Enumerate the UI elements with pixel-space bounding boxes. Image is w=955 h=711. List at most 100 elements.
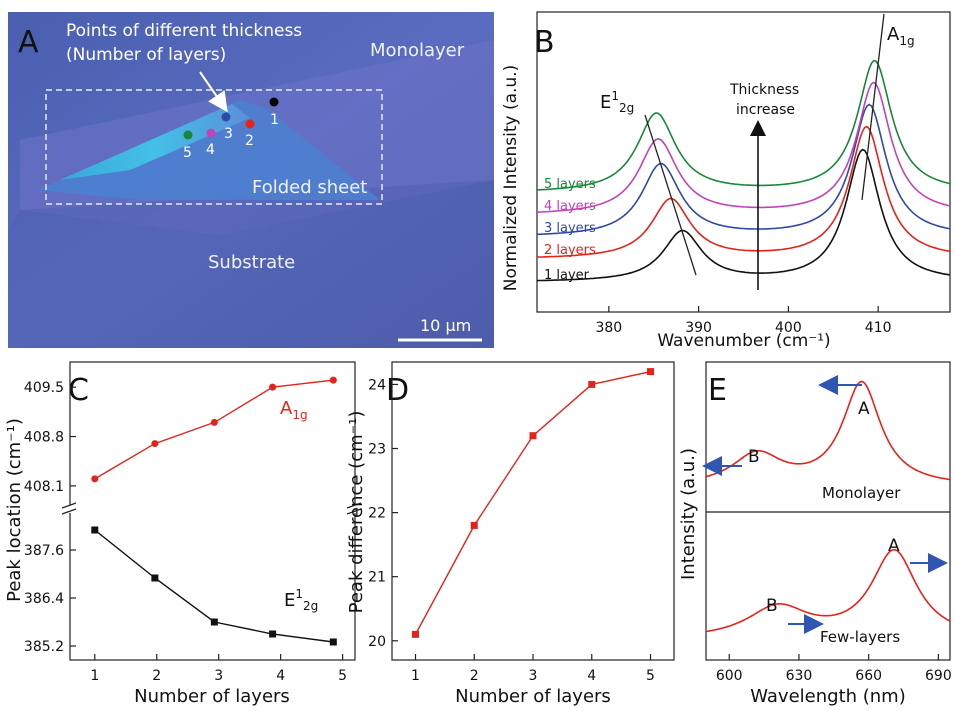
point-2-label: 2 [245, 133, 254, 149]
few-peak-b-label: B [766, 596, 778, 616]
point-4-label: 4 [206, 142, 215, 158]
panel-b-frame [536, 11, 951, 313]
panel-b-xlabel: Wavenumber (cm⁻¹) [657, 331, 830, 351]
e12g-series-label: E12g [284, 587, 318, 613]
panel-b-curves [536, 59, 951, 282]
panel-b: B 380 390 400 410 1 layer 2 layers 3 layers 4 … [501, 11, 951, 351]
point-1-label: 1 [270, 112, 279, 128]
pl-curve-1 [705, 380, 951, 481]
panel-e-curves [705, 380, 951, 633]
panel-d-ytick-label: 21 [368, 570, 386, 586]
spectrum-line-3 [536, 103, 951, 236]
panel-d-ylabel: Peak difference (cm⁻¹) [346, 411, 367, 614]
panel-c-ytick-label: 386.4 [24, 591, 64, 607]
spectrum-line-4 [536, 81, 951, 213]
panel-d-xlabel: Number of layers [455, 686, 611, 707]
thickness-label-1: Thickness [729, 82, 799, 98]
mono-peak-a-label: A [858, 399, 870, 419]
panel-c-ytick-label: 385.2 [24, 639, 64, 655]
series-label-5: 5 layers [544, 177, 596, 192]
panel-d-point [588, 380, 596, 388]
panel-c-ytick-label: 408.8 [24, 430, 64, 446]
panel-d-letter: D [386, 373, 409, 408]
panel-e-xtick-label: 600 [716, 668, 743, 684]
panel-d-point [647, 368, 654, 376]
panel-c-point-E12g [329, 638, 337, 646]
point-5-label: 5 [183, 145, 192, 161]
panel-c-ytick-label: 387.6 [24, 543, 64, 559]
panel-c-xtick-label: 2 [152, 668, 161, 684]
monolayer-label: Monolayer [822, 484, 901, 502]
point-4-marker [206, 128, 216, 138]
panel-c-xtick-label: 3 [214, 668, 223, 684]
panel-c-point-A1g [269, 383, 277, 391]
panel-d-xtick-label: 2 [470, 668, 479, 684]
few-layers-label: Few-layers [820, 628, 900, 646]
spectrum-line-2 [536, 125, 951, 258]
panel-c-letter: C [68, 373, 89, 408]
panel-c-axes: 1 2 3 4 5 408.1 408.8 409.5 385.2 386.4 387.6 [24, 380, 347, 684]
e2g-peak-label: E12g [600, 89, 634, 115]
panel-e: E 600 630 660 690 A B Monolayer A B Few-lay… [678, 361, 952, 707]
folded-sheet [38, 100, 380, 200]
panel-b-xtick-label: 410 [865, 320, 892, 336]
panel-d-xtick-label: 3 [529, 668, 538, 684]
panel-c-ylabel: Peak location (cm⁻¹) [4, 418, 25, 602]
panel-b-xtick-label: 380 [595, 320, 622, 336]
dashed-region-box [45, 89, 383, 205]
folded-sheet-bright [60, 104, 250, 180]
series-label-2: 2 layers [544, 243, 596, 258]
panel-d-ytick-label: 24 [368, 377, 386, 393]
panel-b-xaxis: 380 390 400 410 [595, 306, 892, 336]
series-label-4: 4 layers [544, 199, 596, 214]
panel-d-point [529, 432, 537, 440]
e2g-guide-line [644, 114, 697, 276]
label-substrate: Substrate [208, 252, 295, 273]
few-peak-a-label: A [888, 536, 900, 556]
panel-c-xlabel: Number of layers [134, 686, 290, 707]
panel-e-axes: 600 630 660 690 [716, 654, 952, 684]
axis-break-marks [61, 502, 363, 515]
panel-b-ylabel: Normalized Intensity (a.u.) [501, 65, 521, 291]
panel-c-line-A1g [94, 379, 334, 480]
panel-c-point-E12g [210, 618, 218, 626]
panel-c-ytick-label: 409.5 [24, 380, 64, 396]
series-label-1: 1 layer [544, 268, 590, 283]
panel-b-xtick-label: 400 [775, 320, 802, 336]
series-label-3: 3 layers [544, 221, 596, 236]
mono-peak-b-label: B [748, 447, 760, 467]
panel-e-xtick-label: 660 [855, 668, 882, 684]
panel-c-point-A1g [329, 376, 337, 384]
annotation-line1: Points of different thickness [66, 21, 302, 41]
panel-c: C 1 2 3 4 5 408.1 408.8 409.5 385.2 386.4 387.6 A1… [4, 361, 363, 707]
point-3-marker [221, 112, 231, 122]
panel-c-point-A1g [151, 440, 159, 448]
panel-d-frame [391, 361, 675, 661]
panel-d-ytick-label: 22 [368, 506, 386, 522]
panel-c-series [91, 376, 337, 646]
label-folded-sheet: Folded sheet [252, 177, 367, 198]
panel-c-xtick-label: 4 [276, 668, 285, 684]
panel-b-xtick-label: 390 [685, 320, 712, 336]
panel-c-point-E12g [151, 574, 159, 582]
panel-c-point-A1g [91, 475, 99, 483]
panel-d-ytick-label: 23 [368, 442, 386, 458]
point-2-marker [245, 119, 255, 129]
point-5-marker [183, 130, 193, 140]
panel-c-xtick-label: 1 [90, 668, 99, 684]
panel-d-series [412, 368, 654, 638]
panel-c-ytick-label: 408.1 [24, 479, 64, 495]
thickness-label-2: increase [736, 102, 795, 118]
panel-d-ytick-label: 20 [368, 634, 386, 650]
annotation-line2: (Number of layers) [66, 45, 226, 65]
panel-b-letter: B [534, 25, 555, 60]
panel-a: A Points of different thickness (Number … [8, 12, 494, 348]
annotation-arrow [199, 71, 228, 113]
spectrum-line-1 [536, 148, 951, 282]
substrate-region [8, 180, 494, 348]
panel-d-xtick-label: 5 [646, 668, 655, 684]
scale-bar-label: 10 µm [420, 316, 471, 335]
panel-e-letter: E [708, 373, 727, 408]
panel-e-frame [705, 361, 951, 661]
